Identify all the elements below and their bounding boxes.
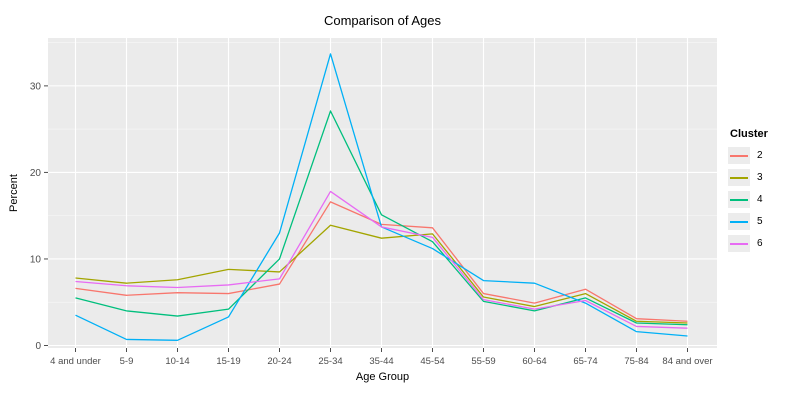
legend-swatch-line bbox=[730, 220, 748, 223]
legend-title: Cluster bbox=[730, 128, 768, 140]
legend-item-cluster-5: 5 bbox=[728, 213, 768, 230]
legend-swatch-line bbox=[730, 242, 748, 245]
legend-key bbox=[728, 235, 750, 252]
legend-key bbox=[728, 191, 750, 208]
x-tick-label: 84 and over bbox=[662, 356, 712, 367]
legend-swatch-line bbox=[730, 198, 748, 201]
legend-key bbox=[728, 213, 750, 230]
x-tick-label: 60-64 bbox=[522, 356, 546, 367]
x-tick-label: 20-24 bbox=[267, 356, 291, 367]
x-axis-label: Age Group bbox=[355, 371, 410, 383]
series-line-cluster-2 bbox=[75, 201, 688, 322]
series-line-cluster-4 bbox=[75, 110, 688, 326]
y-tick-label: 10 bbox=[30, 254, 42, 265]
x-tick-label: 45-54 bbox=[420, 356, 444, 367]
x-tick-label: 10-14 bbox=[165, 356, 189, 367]
x-tick-label: 15-19 bbox=[216, 356, 240, 367]
chart-title: Comparison of Ages bbox=[323, 13, 442, 28]
legend-item-label: 5 bbox=[757, 216, 763, 227]
x-tick-label: 25-34 bbox=[318, 356, 342, 367]
y-tick-label: 30 bbox=[30, 81, 42, 92]
legend-item-label: 6 bbox=[757, 238, 763, 249]
series-line-cluster-6 bbox=[75, 190, 688, 329]
y-tick-label: 0 bbox=[35, 341, 41, 352]
legend-items: 2 3 4 5 6 bbox=[728, 147, 768, 252]
legend-item-cluster-4: 4 bbox=[728, 191, 768, 208]
x-tick-label: 5-9 bbox=[120, 356, 134, 367]
legend: Cluster 2 3 4 5 6 bbox=[728, 128, 768, 257]
x-tick-label: 65-74 bbox=[573, 356, 597, 367]
x-tick-label: 55-59 bbox=[471, 356, 495, 367]
legend-swatch-line bbox=[730, 154, 748, 157]
legend-item-cluster-2: 2 bbox=[728, 147, 768, 164]
legend-item-label: 2 bbox=[757, 150, 763, 161]
legend-item-cluster-3: 3 bbox=[728, 169, 768, 186]
legend-key bbox=[728, 147, 750, 164]
series-line-cluster-3 bbox=[75, 224, 688, 324]
legend-item-label: 3 bbox=[757, 172, 763, 183]
legend-item-label: 4 bbox=[757, 194, 763, 205]
legend-item-cluster-6: 6 bbox=[728, 235, 768, 252]
legend-swatch-line bbox=[730, 176, 748, 179]
x-tick-label: 35-44 bbox=[369, 356, 393, 367]
plot-panel bbox=[48, 38, 717, 348]
x-tick-label: 75-84 bbox=[624, 356, 648, 367]
legend-key bbox=[728, 169, 750, 186]
y-tick-label: 20 bbox=[30, 168, 42, 179]
x-tick-label: 4 and under bbox=[50, 356, 101, 367]
